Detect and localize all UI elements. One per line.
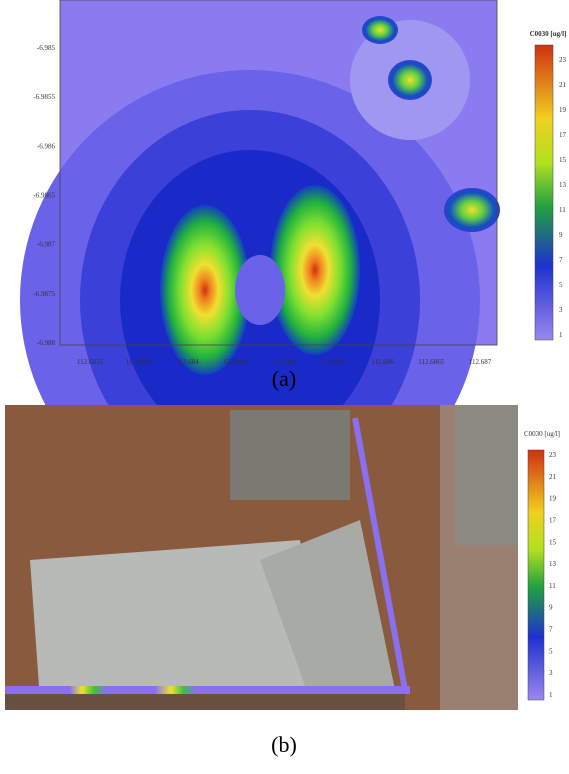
colorbar-tick-label: 23 <box>559 56 567 64</box>
x-tick-label: 112.687 <box>469 358 492 366</box>
colorbar-tick-label: 17 <box>559 131 567 139</box>
colorbar-title: C0030 [ug/l] <box>524 430 560 438</box>
x-tick-label: 112.685 <box>274 358 297 366</box>
colorbar-tick-label: 21 <box>559 81 567 89</box>
colorbar-tick-label: 9 <box>559 231 563 239</box>
y-tick-label: -6.988 <box>37 339 56 347</box>
caption: (b) <box>271 732 297 757</box>
colorbar-tick-label: 21 <box>549 473 557 481</box>
colorbar-tick-label: 3 <box>549 669 553 677</box>
colorbar-tick-label: 3 <box>559 306 563 314</box>
colorbar-tick-label: 9 <box>549 604 553 612</box>
colorbar-tick-label: 15 <box>559 156 567 164</box>
colorbar-tick-label: 23 <box>549 451 557 459</box>
colorbar-tick-label: 1 <box>559 331 563 339</box>
colorbar-tick-label: 5 <box>559 281 563 289</box>
colorbar-tick-label: 13 <box>549 560 557 568</box>
colorbar-tick-label: 19 <box>559 106 567 114</box>
x-tick-label: 112.6855 <box>321 358 347 366</box>
y-tick-label: -6.985 <box>37 44 56 52</box>
x-tick-label: 112.684 <box>176 358 199 366</box>
colorbar-tick-label: 5 <box>549 647 553 655</box>
colorbar <box>535 45 553 340</box>
colorbar-tick-label: 7 <box>549 626 553 634</box>
colorbar-tick-label: 1 <box>549 691 553 699</box>
colorbar-tick-label: 7 <box>559 256 563 264</box>
x-tick-label: 112.6835 <box>77 358 103 366</box>
y-tick-label: -6.987 <box>37 241 56 249</box>
y-tick-label: -6.9855 <box>33 93 55 101</box>
caption: (a) <box>272 366 296 391</box>
colorbar-tick-label: 17 <box>549 516 557 524</box>
colorbar-tick-label: 13 <box>559 181 567 189</box>
figure: C0030 [ug/l] (a) C0030 [ug/l] (b) -6.985… <box>0 0 569 769</box>
y-tick-label: -6.9875 <box>33 290 55 298</box>
colorbar-title: C0030 [ug/l] <box>530 30 567 38</box>
x-tick-label: 112.686 <box>371 358 394 366</box>
y-tick-label: -6.9865 <box>33 192 55 200</box>
x-tick-label: 112.6865 <box>418 358 444 366</box>
colorbar-tick-label: 11 <box>549 582 556 590</box>
colorbar-tick-label: 15 <box>549 538 557 546</box>
y-tick-label: -6.986 <box>37 142 56 150</box>
x-tick-label: 112.6845 <box>223 358 249 366</box>
colorbar <box>528 450 544 700</box>
x-tick-label: 112.6836 <box>126 358 152 366</box>
colorbar-tick-label: 11 <box>559 206 566 214</box>
satellite-image <box>5 405 566 710</box>
colorbar-tick-label: 19 <box>549 495 557 503</box>
